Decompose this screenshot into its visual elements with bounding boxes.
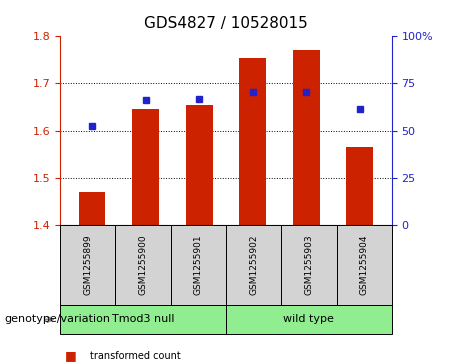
Text: genotype/variation: genotype/variation (5, 314, 111, 325)
Text: GSM1255900: GSM1255900 (138, 234, 148, 295)
Text: GSM1255901: GSM1255901 (194, 234, 203, 295)
Text: ■: ■ (65, 349, 76, 362)
Text: Tmod3 null: Tmod3 null (112, 314, 174, 325)
Bar (239, 58, 266, 225)
Bar (186, 105, 213, 225)
Text: wild type: wild type (284, 314, 334, 325)
Text: GSM1255903: GSM1255903 (304, 234, 313, 295)
Bar (79, 192, 106, 225)
Bar (132, 110, 159, 225)
Text: GSM1255899: GSM1255899 (83, 234, 92, 295)
Text: GSM1255904: GSM1255904 (360, 235, 369, 295)
Bar (293, 50, 319, 225)
Text: GSM1255902: GSM1255902 (249, 235, 258, 295)
Title: GDS4827 / 10528015: GDS4827 / 10528015 (144, 16, 308, 31)
Bar (346, 147, 373, 225)
Text: transformed count: transformed count (90, 351, 181, 361)
